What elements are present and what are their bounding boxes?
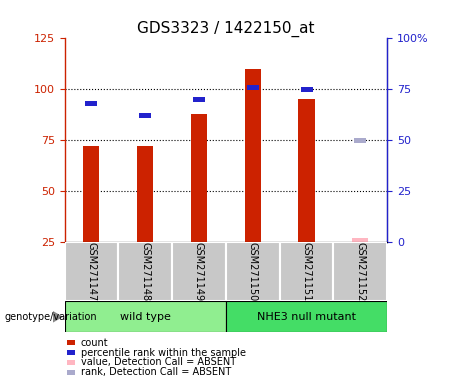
Text: NHE3 null mutant: NHE3 null mutant <box>257 312 356 322</box>
Title: GDS3323 / 1422150_at: GDS3323 / 1422150_at <box>137 21 315 37</box>
Polygon shape <box>53 311 63 323</box>
Bar <box>280 242 333 301</box>
Bar <box>352 238 368 242</box>
Bar <box>65 242 118 301</box>
Bar <box>172 242 226 301</box>
Text: GSM271149: GSM271149 <box>194 242 204 301</box>
Text: GSM271152: GSM271152 <box>355 242 366 301</box>
Text: GSM271147: GSM271147 <box>86 242 96 301</box>
Bar <box>118 242 172 301</box>
Bar <box>298 99 314 242</box>
Text: wild type: wild type <box>120 312 171 322</box>
Bar <box>245 69 261 242</box>
Bar <box>85 101 97 106</box>
Bar <box>193 97 205 102</box>
Bar <box>226 242 280 301</box>
Text: rank, Detection Call = ABSENT: rank, Detection Call = ABSENT <box>81 367 231 377</box>
Bar <box>139 113 151 118</box>
Bar <box>333 242 387 301</box>
Text: GSM271151: GSM271151 <box>301 242 312 301</box>
Bar <box>137 146 153 242</box>
Text: GSM271150: GSM271150 <box>248 242 258 301</box>
Bar <box>65 301 226 332</box>
Bar <box>226 301 387 332</box>
Bar <box>301 87 313 92</box>
Text: count: count <box>81 338 108 348</box>
Text: percentile rank within the sample: percentile rank within the sample <box>81 348 246 358</box>
Bar <box>191 114 207 242</box>
Text: GSM271148: GSM271148 <box>140 242 150 301</box>
Text: genotype/variation: genotype/variation <box>5 312 97 322</box>
Bar <box>247 85 259 90</box>
Bar <box>83 146 100 242</box>
Bar <box>355 137 366 143</box>
Text: value, Detection Call = ABSENT: value, Detection Call = ABSENT <box>81 358 236 367</box>
